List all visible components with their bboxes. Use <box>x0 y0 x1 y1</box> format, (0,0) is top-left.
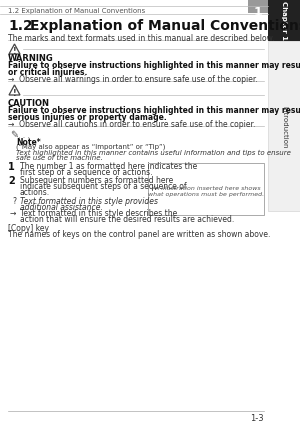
Text: Introduction: Introduction <box>281 106 287 148</box>
Text: 1: 1 <box>254 6 262 18</box>
Text: Text highlighted in this manner contains useful information and tips to ensure: Text highlighted in this manner contains… <box>16 150 291 156</box>
Text: The names of keys on the control panel are written as shown above.: The names of keys on the control panel a… <box>8 230 270 239</box>
Text: →: → <box>10 208 16 218</box>
Text: Text formatted in this style describes the: Text formatted in this style describes t… <box>20 208 177 218</box>
Text: ✎: ✎ <box>10 130 18 140</box>
Text: Text formatted in this style provides: Text formatted in this style provides <box>20 196 158 205</box>
Text: Failure to observe instructions highlighted in this manner may result in fatal: Failure to observe instructions highligh… <box>8 61 300 70</box>
Text: Subsequent numbers as formatted here: Subsequent numbers as formatted here <box>20 176 173 184</box>
FancyBboxPatch shape <box>268 42 300 211</box>
Text: 1.2: 1.2 <box>8 19 33 33</box>
Text: ?: ? <box>12 196 16 205</box>
Text: action that will ensure the desired results are achieved.: action that will ensure the desired resu… <box>20 215 234 224</box>
Text: An illustration inserted here shows: An illustration inserted here shows <box>151 186 261 190</box>
Text: 1: 1 <box>8 161 15 172</box>
Text: or critical injuries.: or critical injuries. <box>8 68 87 77</box>
Text: additional assistance.: additional assistance. <box>20 202 103 211</box>
Text: safe use of the machine.: safe use of the machine. <box>16 155 103 161</box>
Text: ("May also appear as “Important” or “Tip”): ("May also appear as “Important” or “Tip… <box>16 144 165 150</box>
Text: →  Observe all cautions in order to ensure safe use of the copier.: → Observe all cautions in order to ensur… <box>8 120 255 129</box>
Text: [Copy] key: [Copy] key <box>8 224 49 233</box>
FancyBboxPatch shape <box>148 164 264 216</box>
Text: CAUTION: CAUTION <box>8 99 50 108</box>
Text: serious injuries or property damage.: serious injuries or property damage. <box>8 113 167 122</box>
Text: Note*: Note* <box>16 138 41 147</box>
Text: Explanation of Manual Conventions: Explanation of Manual Conventions <box>30 19 300 33</box>
Text: 1-3: 1-3 <box>250 413 264 422</box>
Text: Chapter 1: Chapter 1 <box>281 2 287 40</box>
Text: →  Observe all warnings in order to ensure safe use of the copier.: → Observe all warnings in order to ensur… <box>8 75 258 84</box>
Text: indicate subsequent steps of a sequence of: indicate subsequent steps of a sequence … <box>20 181 187 190</box>
Text: Failure to observe instructions highlighted in this manner may result in: Failure to observe instructions highligh… <box>8 106 300 115</box>
Text: !: ! <box>13 47 16 56</box>
Text: !: ! <box>13 88 16 97</box>
Text: what operations must be performed.: what operations must be performed. <box>148 192 264 196</box>
Text: first step of a sequence of actions.: first step of a sequence of actions. <box>20 167 152 177</box>
Text: WARNING: WARNING <box>8 54 54 63</box>
Text: The marks and text formats used in this manual are described below.: The marks and text formats used in this … <box>8 34 274 43</box>
Text: . . .: . . . <box>18 130 30 139</box>
FancyBboxPatch shape <box>248 0 268 14</box>
Text: 2: 2 <box>8 176 15 186</box>
Text: actions.: actions. <box>20 187 50 196</box>
FancyBboxPatch shape <box>268 0 300 42</box>
Text: The number 1 as formatted here indicates the: The number 1 as formatted here indicates… <box>20 161 197 170</box>
Text: 1.2 Explanation of Manual Conventions: 1.2 Explanation of Manual Conventions <box>8 8 145 14</box>
